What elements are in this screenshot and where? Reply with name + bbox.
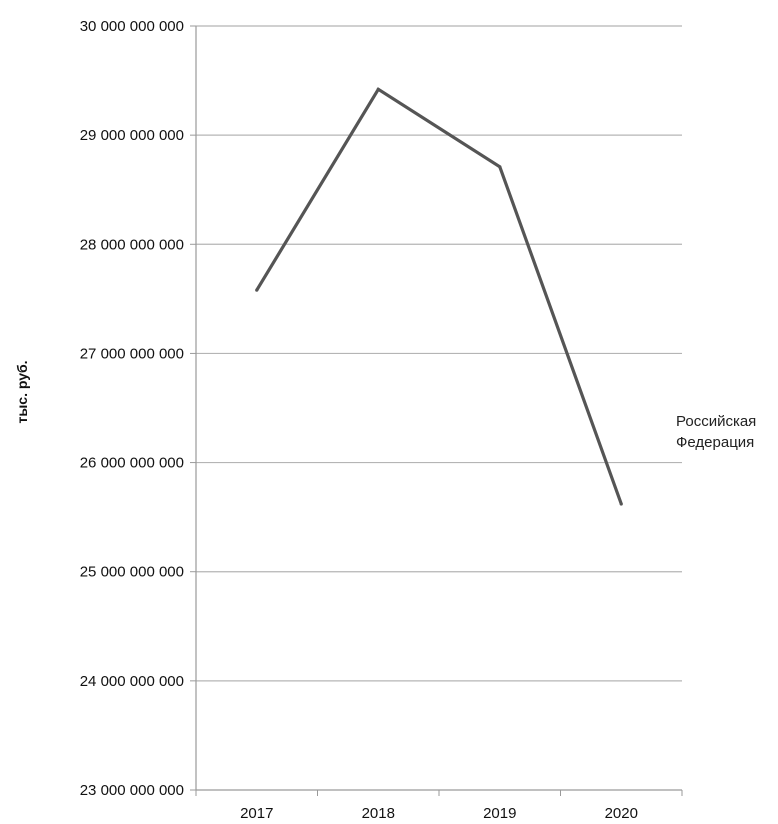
x-tick-label: 2019 (483, 805, 516, 822)
y-tick-label: 28 000 000 000 (80, 236, 184, 253)
data-point (255, 288, 259, 292)
x-tick-label: 2020 (605, 805, 638, 822)
gridlines (196, 25, 682, 682)
data-point (376, 87, 380, 91)
y-tick-label: 26 000 000 000 (80, 455, 184, 472)
axes (190, 25, 683, 796)
y-tick-label: 30 000 000 000 (80, 18, 184, 35)
y-tick-label: 27 000 000 000 (80, 345, 184, 362)
series-line (255, 87, 623, 505)
x-axis-tick-labels: 2017 2018 2019 2020 (240, 805, 638, 822)
legend-entry: Российская Федерация (676, 413, 756, 451)
y-tick-label: 24 000 000 000 (80, 673, 184, 690)
y-axis-title: тыс. руб. (14, 360, 30, 423)
y-tick-label: 29 000 000 000 (80, 127, 184, 144)
data-point (498, 165, 502, 169)
y-axis-tick-labels: 23 000 000 000 24 000 000 000 25 000 000 0… (80, 18, 184, 799)
series-lines (255, 87, 623, 506)
data-point (619, 502, 623, 506)
x-tick-label: 2017 (240, 805, 273, 822)
x-tick-label: 2018 (362, 805, 395, 822)
y-tick-label: 23 000 000 000 (80, 782, 184, 799)
y-tick-label: 25 000 000 000 (80, 564, 184, 581)
legend: Российская Федерация (676, 413, 756, 451)
